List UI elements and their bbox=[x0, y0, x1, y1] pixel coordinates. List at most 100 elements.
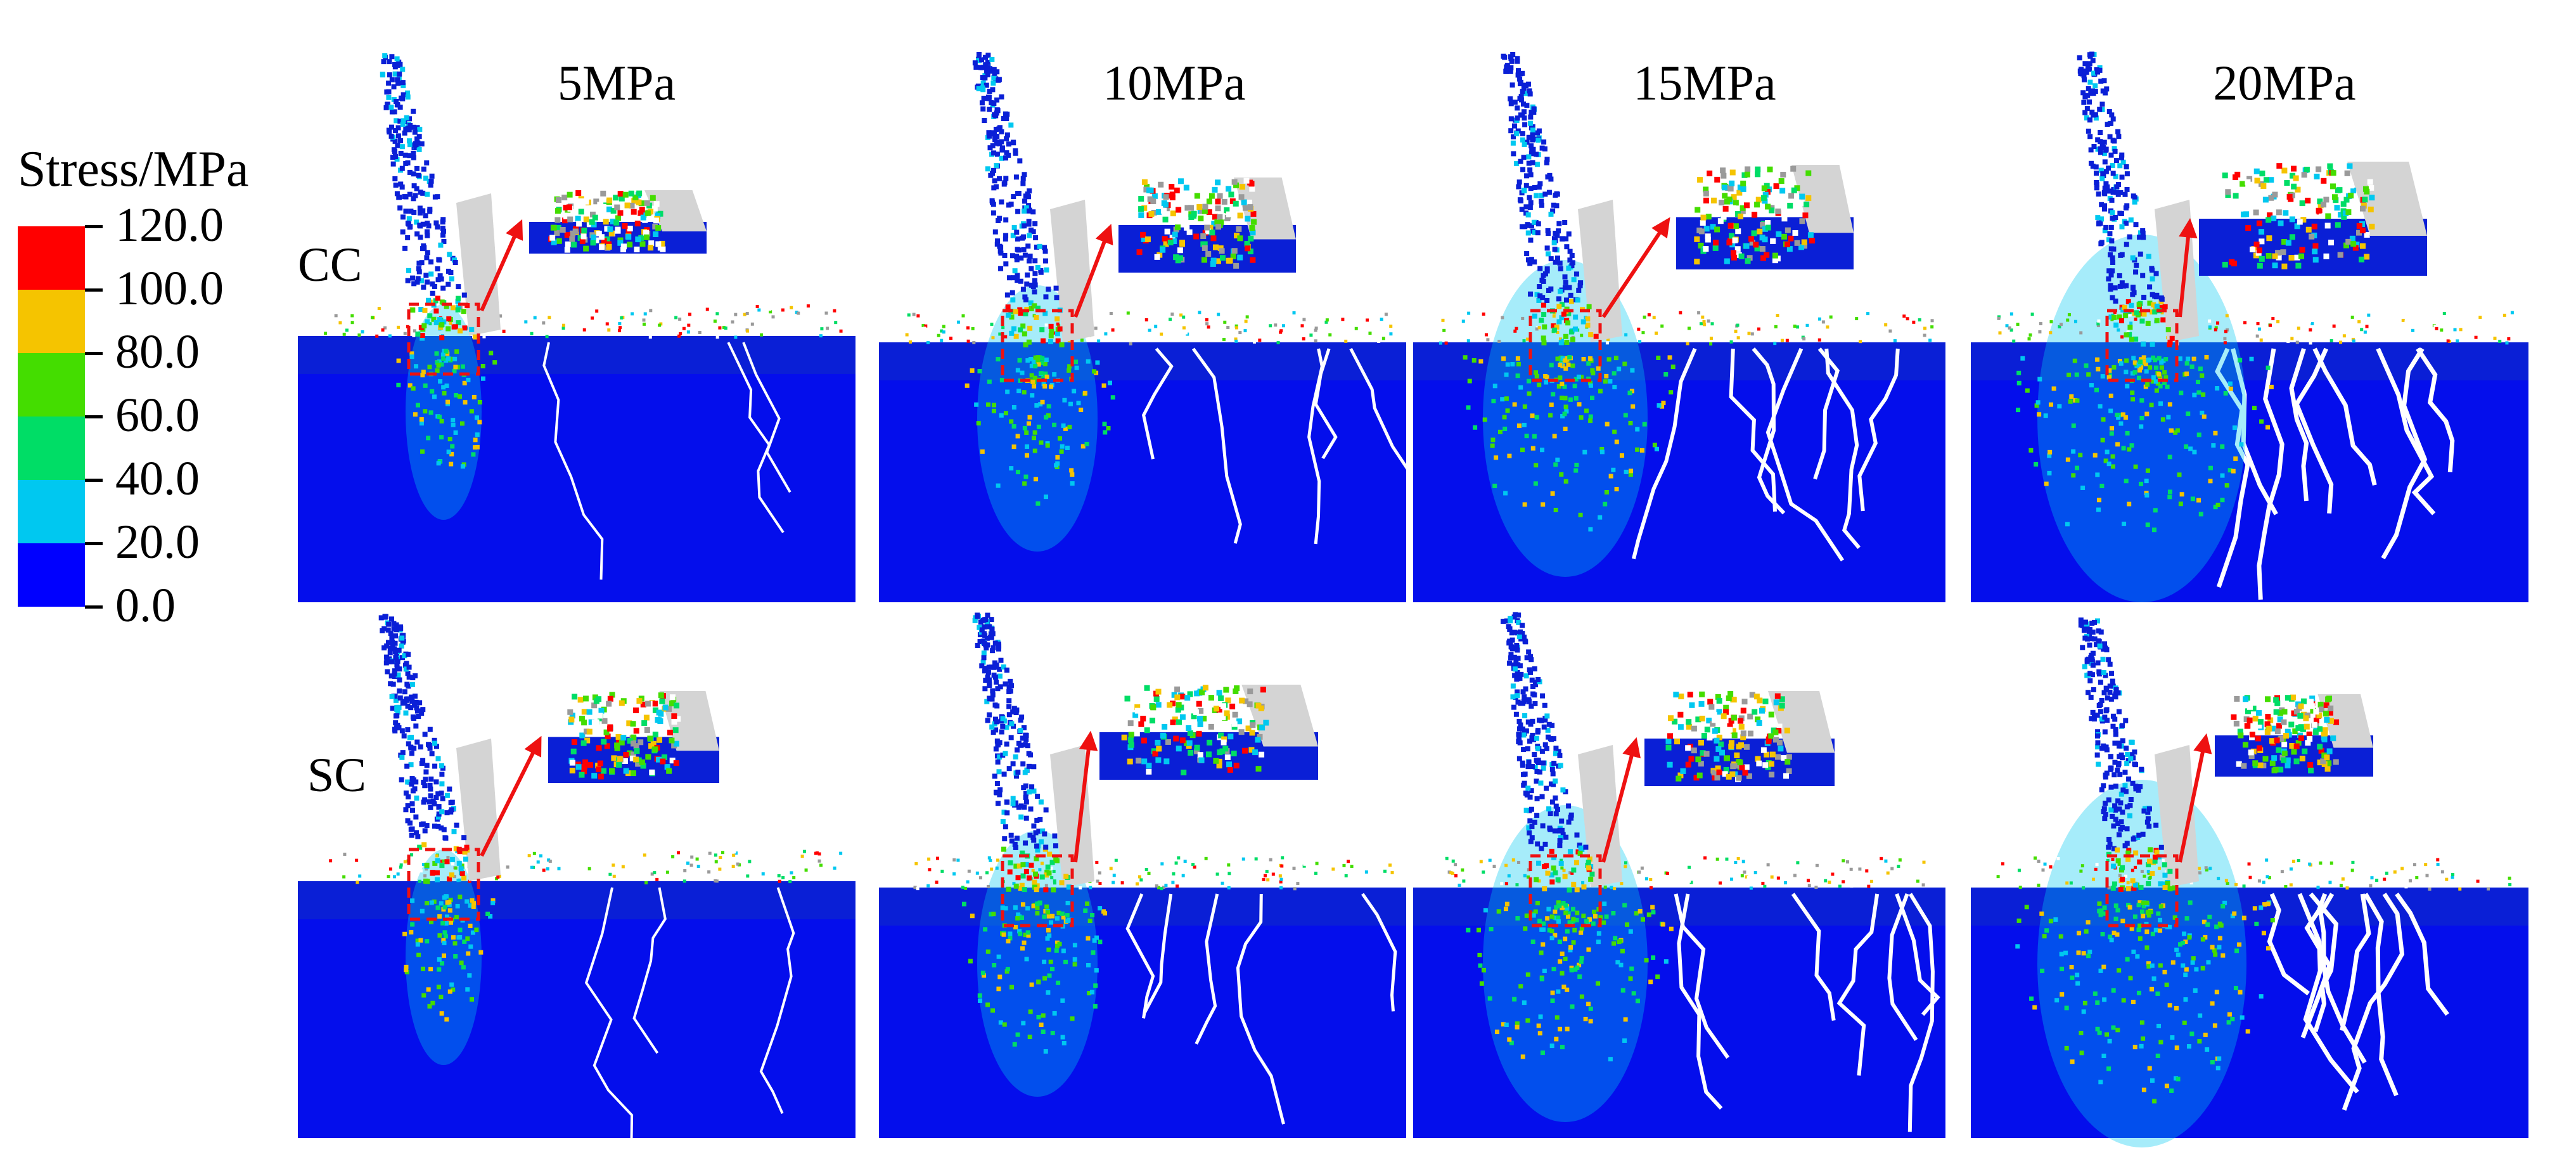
stress-particle bbox=[1549, 402, 1554, 407]
stress-particle bbox=[2205, 1047, 2210, 1052]
debris-particle bbox=[2474, 323, 2478, 327]
inset-particle bbox=[1721, 184, 1727, 191]
inset-particle bbox=[1201, 716, 1207, 722]
fracture-line bbox=[1895, 893, 1940, 1016]
stress-particle bbox=[2259, 994, 2264, 999]
fracture-line bbox=[2294, 347, 2334, 514]
debris-particle bbox=[2079, 331, 2083, 335]
stress-particle bbox=[2188, 900, 2193, 905]
debris-particle bbox=[734, 313, 738, 316]
inset-particle bbox=[593, 698, 599, 704]
debris-particle bbox=[1849, 867, 1853, 871]
legend-tick-label: 20.0 bbox=[115, 515, 200, 569]
jet-particle bbox=[2086, 128, 2091, 134]
debris-particle bbox=[410, 853, 414, 856]
debris-particle bbox=[724, 326, 727, 330]
inset-particle bbox=[2360, 243, 2366, 249]
jet-particle bbox=[411, 171, 416, 177]
inset-particle bbox=[589, 211, 596, 217]
debris-particle bbox=[1488, 858, 1492, 862]
inset-particle bbox=[1196, 716, 1203, 722]
jet-particle bbox=[419, 822, 425, 827]
jet-particle bbox=[992, 178, 997, 184]
debris-particle bbox=[587, 867, 591, 870]
stress-particle bbox=[2124, 358, 2129, 363]
jet-particle bbox=[394, 56, 400, 61]
debris-particle bbox=[826, 326, 830, 330]
jet-particle bbox=[2099, 101, 2105, 107]
debris-particle bbox=[1802, 337, 1806, 340]
debris-particle bbox=[1258, 339, 1262, 342]
jet-particle bbox=[438, 242, 444, 248]
debris-particle bbox=[546, 867, 549, 871]
debris-particle bbox=[1292, 867, 1296, 870]
inset-particle bbox=[2222, 172, 2228, 179]
stress-particle bbox=[1032, 384, 1037, 389]
inset-particle bbox=[1175, 257, 1181, 264]
debris-particle bbox=[1507, 874, 1511, 878]
stress-particle bbox=[1625, 922, 1630, 927]
jet-particle bbox=[1568, 815, 1574, 821]
jet-particle bbox=[1501, 619, 1506, 624]
inset-particle bbox=[2285, 240, 2291, 246]
jet-particle bbox=[978, 619, 984, 625]
debris-particle bbox=[1486, 338, 1490, 342]
debris-particle bbox=[2352, 339, 2355, 343]
debris-particle bbox=[926, 340, 930, 344]
jet-particle bbox=[420, 335, 425, 341]
debris-particle bbox=[1160, 862, 1164, 866]
inset-particle bbox=[1190, 697, 1196, 703]
stress-particle bbox=[1573, 396, 1579, 401]
stress-particle bbox=[1005, 967, 1010, 972]
inset-particle bbox=[1188, 214, 1195, 220]
stress-particle bbox=[2102, 905, 2107, 910]
inset-particle bbox=[2225, 189, 2231, 195]
inset-particle bbox=[1755, 166, 1761, 172]
inset-particle bbox=[1785, 759, 1791, 765]
debris-particle bbox=[1886, 871, 1890, 875]
jet-particle bbox=[1516, 726, 1522, 732]
jet-particle bbox=[425, 233, 430, 238]
jet-particle bbox=[1574, 832, 1580, 838]
inset-particle bbox=[631, 734, 637, 740]
jet-particle bbox=[1034, 887, 1039, 893]
stress-particle bbox=[2178, 501, 2183, 507]
inset-particle bbox=[606, 243, 612, 250]
debris-particle bbox=[338, 321, 342, 325]
jet-particle bbox=[394, 713, 400, 719]
debris-particle bbox=[1562, 869, 1566, 872]
stress-particle bbox=[1635, 998, 1640, 1004]
inset-particle bbox=[633, 756, 639, 763]
jet-particle bbox=[999, 94, 1004, 100]
inset-particle bbox=[2265, 217, 2272, 223]
jet-particle bbox=[1551, 323, 1556, 329]
jet-particle bbox=[1518, 671, 1524, 677]
debris-particle bbox=[952, 872, 956, 876]
inset-particle bbox=[569, 767, 575, 773]
jet-particle bbox=[994, 781, 1000, 787]
stress-particle bbox=[2117, 413, 2122, 418]
jet-particle bbox=[421, 323, 427, 328]
inset-particle bbox=[1694, 259, 1700, 265]
stress-particle bbox=[1039, 371, 1044, 376]
inset-particle bbox=[1217, 214, 1223, 220]
debris-particle bbox=[1527, 868, 1530, 872]
jet-particle bbox=[1066, 884, 1072, 890]
jet-particle bbox=[1522, 141, 1527, 147]
stress-particle bbox=[1063, 426, 1068, 431]
stress-particle bbox=[2108, 934, 2113, 940]
inset-particle bbox=[1787, 202, 1793, 209]
inset-particle bbox=[1134, 704, 1141, 710]
debris-particle bbox=[1012, 882, 1016, 886]
inset-particle bbox=[1768, 733, 1774, 739]
inset-particle bbox=[1774, 204, 1781, 210]
inset-particle bbox=[1741, 699, 1748, 705]
debris-particle bbox=[1637, 327, 1641, 331]
stress-particle bbox=[396, 358, 401, 363]
debris-particle bbox=[1176, 884, 1179, 888]
stress-particle bbox=[2101, 1053, 2106, 1058]
stress-particle bbox=[1670, 365, 1676, 370]
stress-particle bbox=[2015, 944, 2020, 949]
jet-particle bbox=[1564, 244, 1570, 250]
stress-particle bbox=[1560, 951, 1565, 956]
